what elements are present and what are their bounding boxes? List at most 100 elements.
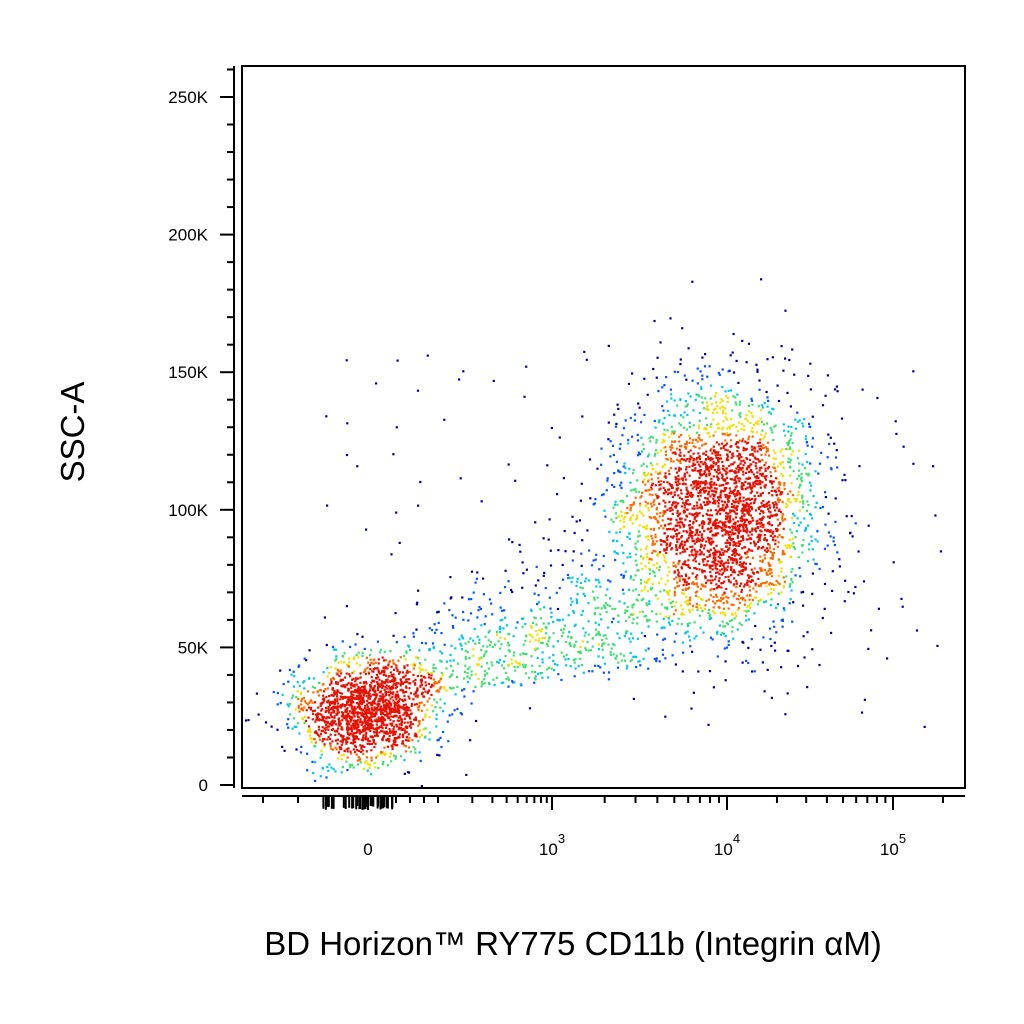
event-dot	[441, 652, 444, 655]
event-dot	[684, 560, 687, 563]
event-dot	[657, 477, 660, 480]
event-dot	[324, 723, 328, 726]
event-dot	[347, 682, 350, 685]
event-dot	[650, 486, 653, 489]
event-dot	[519, 550, 522, 553]
event-dot	[734, 551, 737, 554]
event-dot	[637, 535, 640, 538]
event-dot	[389, 752, 392, 755]
event-dot	[775, 503, 778, 506]
event-dot	[614, 512, 617, 515]
event-dot	[357, 685, 360, 688]
event-dot	[697, 463, 701, 466]
event-dot	[695, 393, 698, 396]
event-dot	[432, 684, 435, 687]
event-dot	[727, 370, 730, 373]
event-dot	[733, 543, 736, 546]
event-dot	[448, 609, 451, 612]
event-dot	[670, 425, 673, 429]
event-dot	[679, 363, 682, 366]
event-dot	[702, 631, 705, 634]
event-dot	[389, 671, 392, 674]
event-dot	[629, 613, 632, 616]
event-dot	[705, 453, 708, 456]
event-dot	[667, 409, 670, 412]
event-dot	[354, 680, 357, 683]
event-dot	[824, 496, 827, 499]
event-dot	[757, 600, 760, 603]
event-dot	[652, 516, 656, 519]
event-dot	[394, 757, 397, 760]
event-dot	[759, 512, 762, 515]
event-dot	[702, 553, 705, 556]
event-dot	[408, 737, 411, 740]
event-dot	[722, 446, 725, 450]
event-dot	[624, 472, 627, 475]
event-dot	[666, 429, 669, 432]
event-dot	[314, 741, 318, 744]
event-dot	[795, 498, 799, 501]
event-dot	[340, 684, 343, 688]
event-dot	[346, 683, 349, 686]
event-dot	[328, 704, 332, 707]
event-dot	[693, 505, 696, 508]
event-dot	[403, 654, 406, 658]
event-dot	[730, 590, 733, 593]
event-dot	[742, 473, 745, 476]
event-dot	[396, 670, 399, 673]
event-dot	[637, 569, 640, 572]
event-dot	[764, 446, 768, 449]
event-dot	[537, 579, 540, 582]
event-dot	[746, 594, 749, 597]
event-dot	[721, 534, 724, 537]
event-dot	[430, 685, 433, 688]
event-dot	[698, 604, 701, 607]
event-dot	[760, 278, 763, 281]
event-dot	[357, 651, 360, 654]
event-dot	[638, 524, 641, 527]
event-dot	[725, 646, 728, 649]
event-dot	[541, 658, 544, 661]
event-dot	[412, 680, 415, 683]
event-dot	[335, 693, 338, 696]
event-dot	[712, 418, 715, 421]
event-dot	[725, 550, 728, 553]
event-dot	[334, 720, 337, 723]
event-dot	[683, 454, 686, 457]
event-dot	[807, 374, 810, 377]
event-dot	[727, 533, 730, 536]
event-dot	[345, 696, 348, 699]
event-dot	[659, 472, 662, 475]
event-dot	[646, 455, 650, 458]
event-dot	[721, 572, 724, 575]
event-dot	[597, 664, 600, 667]
event-dot	[783, 552, 786, 556]
event-dot	[632, 488, 635, 491]
event-dot	[734, 549, 737, 552]
event-dot	[412, 635, 415, 638]
event-dot	[792, 601, 795, 604]
event-dot	[617, 515, 620, 518]
event-dot	[412, 673, 415, 677]
event-dot	[632, 501, 635, 504]
event-dot	[789, 490, 792, 493]
event-dot	[747, 497, 750, 500]
event-dot	[699, 538, 702, 541]
event-dot	[414, 683, 417, 686]
event-dot	[508, 538, 511, 541]
event-dot	[738, 400, 741, 403]
event-dot	[685, 446, 688, 449]
event-dot	[667, 528, 670, 531]
event-dot	[669, 543, 672, 546]
event-dot	[487, 631, 490, 634]
event-dot	[748, 486, 751, 489]
event-dot	[281, 745, 284, 748]
event-dot	[769, 557, 772, 560]
event-dot	[343, 661, 346, 664]
event-dot	[651, 537, 654, 540]
event-dot	[671, 528, 674, 531]
event-dot	[396, 359, 399, 362]
event-dot	[738, 584, 742, 588]
event-dot	[695, 458, 698, 461]
event-dot	[662, 499, 665, 502]
